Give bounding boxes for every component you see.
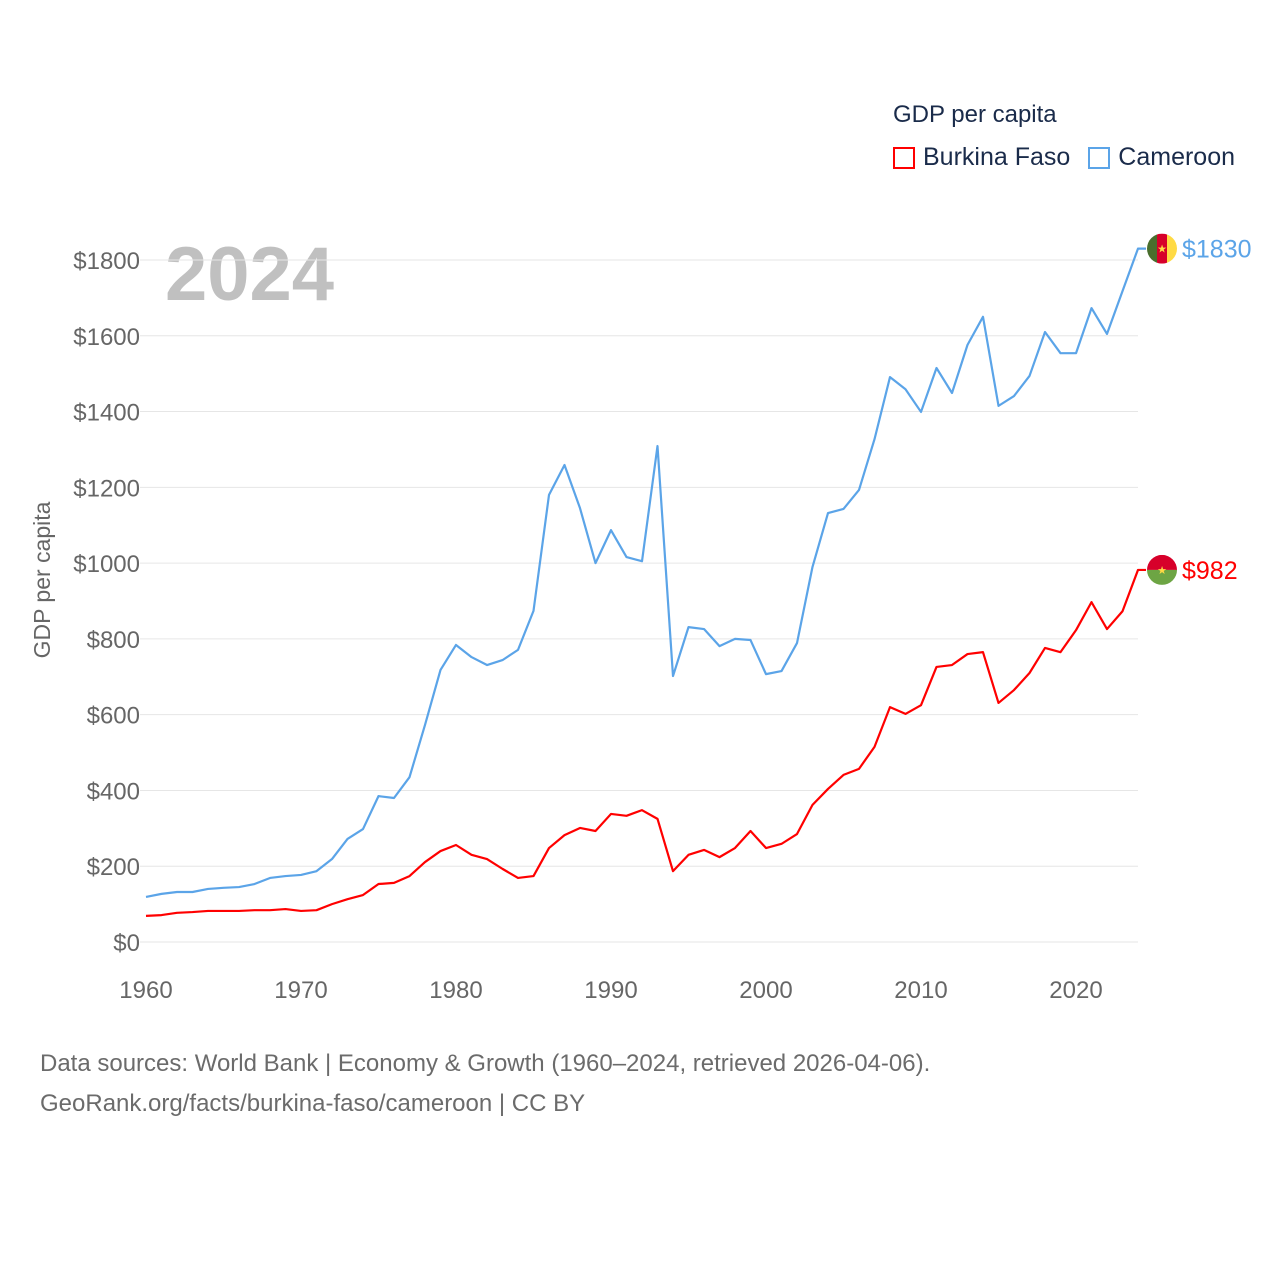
end-value-label: $982 <box>1182 557 1238 585</box>
y-tick-label: $600 <box>87 703 140 730</box>
data-source-text: Data sources: World Bank | Economy & Gro… <box>40 1050 931 1077</box>
y-tick-label: $200 <box>87 854 140 881</box>
year-watermark: 2024 <box>165 232 334 317</box>
y-axis-label: GDP per capita <box>29 501 55 658</box>
x-tick-label: 1990 <box>584 977 637 1004</box>
y-tick-label: $1600 <box>73 324 140 351</box>
burkina-faso-flag-icon: ★ <box>1147 554 1177 585</box>
legend-label-cameroon: Cameroon <box>1118 143 1236 171</box>
cameroon-flag-icon: ★ <box>1147 233 1177 264</box>
x-tick-label: 2010 <box>894 977 947 1004</box>
y-tick-label: $0 <box>113 930 140 957</box>
x-tick-label: 2020 <box>1049 977 1102 1004</box>
legend-label-burkina-faso: Burkina Faso <box>923 143 1071 171</box>
x-tick-label: 1980 <box>429 977 482 1004</box>
end-value-label: $1830 <box>1182 236 1252 264</box>
legend-item-cameroon[interactable]: Cameroon <box>1088 143 1235 172</box>
legend-swatch-cameroon <box>1088 146 1111 169</box>
source-url-text[interactable]: GeoRank.org/facts/burkina-faso/cameroon … <box>40 1090 586 1117</box>
y-tick-label: $800 <box>87 627 140 654</box>
x-tick-label: 2000 <box>739 977 792 1004</box>
y-tick-label: $1400 <box>73 400 140 427</box>
svg-text:★: ★ <box>1157 244 1167 256</box>
legend-swatch-burkina-faso <box>893 146 915 169</box>
x-tick-label: 1960 <box>119 977 172 1004</box>
x-tick-label: 1970 <box>274 977 327 1004</box>
series-line-cameroon <box>145 247 1146 898</box>
svg-text:★: ★ <box>1157 565 1167 577</box>
legend: Burkina Faso Cameroon <box>893 143 1253 172</box>
legend-title: GDP per capita <box>893 101 1057 128</box>
y-tick-label: $1000 <box>73 551 140 578</box>
y-tick-label: $400 <box>87 778 140 805</box>
y-tick-label: $1200 <box>73 475 140 502</box>
series-line-burkina-faso <box>145 568 1146 917</box>
footer: Data sources: World Bank | Economy & Gro… <box>40 1044 930 1124</box>
legend-item-burkina-faso[interactable]: Burkina Faso <box>893 143 1070 172</box>
y-tick-label: $1800 <box>73 248 140 275</box>
